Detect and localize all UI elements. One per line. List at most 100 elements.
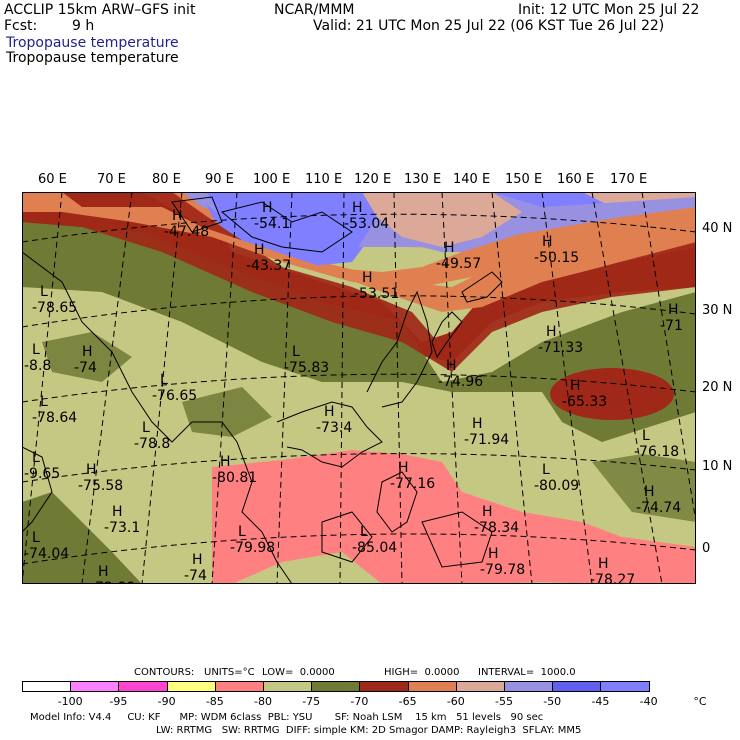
extremum-value: -74: [74, 360, 97, 376]
extremum-kind: H: [324, 404, 335, 420]
colorbar-unit: °C: [693, 695, 707, 708]
extremum-value: -76.65: [152, 388, 197, 404]
map-extremum-label: H-47.48: [164, 208, 209, 240]
colorbar-tick-label: -70: [350, 695, 369, 708]
extremum-value: -54.1: [254, 216, 290, 232]
colorbar-tick-label: -95: [109, 695, 128, 708]
map-extremum-label: L-75.83: [284, 344, 329, 376]
band-peach-top: [362, 192, 522, 247]
map-extremum-label: L-76.65: [152, 372, 197, 404]
map-extremum-label: L-85.04: [352, 524, 397, 556]
extremum-value: -74.74: [636, 500, 681, 516]
colorbar-swatch: [70, 681, 120, 692]
extremum-kind: H: [488, 546, 499, 562]
colorbar-swatch: [600, 681, 650, 692]
map-extremum-label: H-73.1: [104, 504, 140, 536]
colorbar-tick-label: -50: [543, 695, 562, 708]
map-extremum-label: H-73.4: [316, 404, 352, 436]
colorbar-swatch: [455, 681, 505, 692]
map-extremum-label: H-49.57: [436, 240, 481, 272]
longitude-label: 100 E: [253, 172, 291, 187]
low-label: LOW= 0.0000: [262, 667, 335, 678]
colorbar-swatch: [552, 681, 602, 692]
extremum-value: -85.04: [352, 540, 397, 556]
map-extremum-label: H-53.51: [354, 270, 399, 302]
latitude-label: 40 N: [702, 221, 733, 236]
extremum-kind: H: [444, 240, 455, 256]
extremum-value: -78.64: [32, 410, 77, 426]
colorbar-swatch: [311, 681, 361, 692]
extremum-value: -43.37: [246, 258, 291, 274]
map-extremum-label: H-71.94: [464, 416, 509, 448]
colorbar-swatch: [504, 681, 554, 692]
map-extremum-label: H-50.15: [534, 234, 579, 266]
extremum-kind: L: [292, 344, 300, 360]
colorbar-tick-label: -90: [157, 695, 176, 708]
extremum-kind: L: [32, 342, 40, 358]
colorbar-tick-label: -100: [57, 695, 83, 708]
tropopause-temperature-map: H-47.48H-54.1H-53.04H-43.37H-53.51H-49.5…: [22, 192, 696, 584]
extremum-kind: L: [32, 450, 40, 466]
extremum-kind: H: [82, 344, 93, 360]
extremum-kind: H: [546, 324, 557, 340]
org-label: NCAR/MMM: [274, 2, 355, 18]
units-label: UNITS=°C: [204, 667, 255, 678]
map-extremum-label: H-74.96: [438, 358, 483, 390]
olive-patch-w: [42, 332, 132, 382]
field-name-secondary: Tropopause temperature: [6, 50, 179, 66]
colorbar-tick-label: -65: [398, 695, 417, 708]
colorbar-tick-label: -55: [495, 695, 513, 708]
extremum-value: -75.58: [78, 478, 123, 494]
extremum-kind: L: [360, 524, 368, 540]
extremum-value: -78.8: [134, 436, 170, 452]
map-extremum-label: H-43.37: [246, 242, 291, 274]
extremum-value: -8.8: [24, 358, 51, 374]
contours-label: CONTOURS:: [134, 667, 195, 678]
fcst-value: 9 h: [72, 18, 95, 34]
colorbar-tick-label: -60: [446, 695, 465, 708]
longitude-label: 80 E: [152, 172, 181, 187]
extremum-value: -74.96: [438, 374, 483, 390]
longitude-label: 110 E: [305, 172, 343, 187]
band-orange-top: [22, 192, 696, 287]
map-extremum-label: H-72.88: [90, 564, 135, 584]
map-extremum-label: H-74: [184, 552, 207, 584]
extremum-value: -65.33: [562, 394, 607, 410]
longitude-label: 70 E: [97, 172, 126, 187]
model-title: ACCLIP 15km ARW–GFS init: [4, 2, 196, 18]
extremum-kind: L: [40, 394, 48, 410]
map-extremum-label: L-78.8: [134, 420, 170, 452]
longitude-label: 160 E: [557, 172, 595, 187]
extremum-value: -78.34: [474, 520, 519, 536]
longitude-label: 140 E: [453, 172, 491, 187]
extremum-value: -80.09: [534, 478, 579, 494]
extremum-kind: L: [32, 530, 40, 546]
extremum-value: -53.51: [354, 286, 399, 302]
init-time: Init: 12 UTC Mon 25 Jul 22: [518, 2, 700, 18]
colorbar-swatch: [118, 681, 168, 692]
map-extremum-label: H-53.04: [344, 200, 389, 232]
extremum-kind: H: [98, 564, 109, 580]
extremum-value: -71.94: [464, 432, 509, 448]
extremum-kind: L: [542, 462, 550, 478]
colorbar-swatch: [263, 681, 313, 692]
extremum-kind: H: [112, 504, 123, 520]
extremum-kind: H: [220, 454, 231, 470]
band-blue-top: [207, 192, 377, 262]
extremum-kind: H: [472, 416, 483, 432]
longitude-label: 90 E: [205, 172, 234, 187]
extremum-kind: H: [570, 378, 581, 394]
band-orange: [142, 192, 696, 312]
extremum-value: -49.57: [436, 256, 481, 272]
latitude-label: 30 N: [702, 303, 733, 318]
extremum-kind: H: [644, 484, 655, 500]
extremum-value: -47.48: [164, 224, 209, 240]
extremum-kind: H: [482, 504, 493, 520]
band-darkred-north: [22, 192, 696, 372]
extremum-value: -78.27: [590, 572, 635, 584]
longitude-label: 150 E: [505, 172, 543, 187]
colorbar-tick-label: -40: [639, 695, 658, 708]
extremum-kind: H: [598, 556, 609, 572]
extremum-kind: H: [542, 234, 553, 250]
map-extremum-label: L-79.98: [230, 524, 275, 556]
